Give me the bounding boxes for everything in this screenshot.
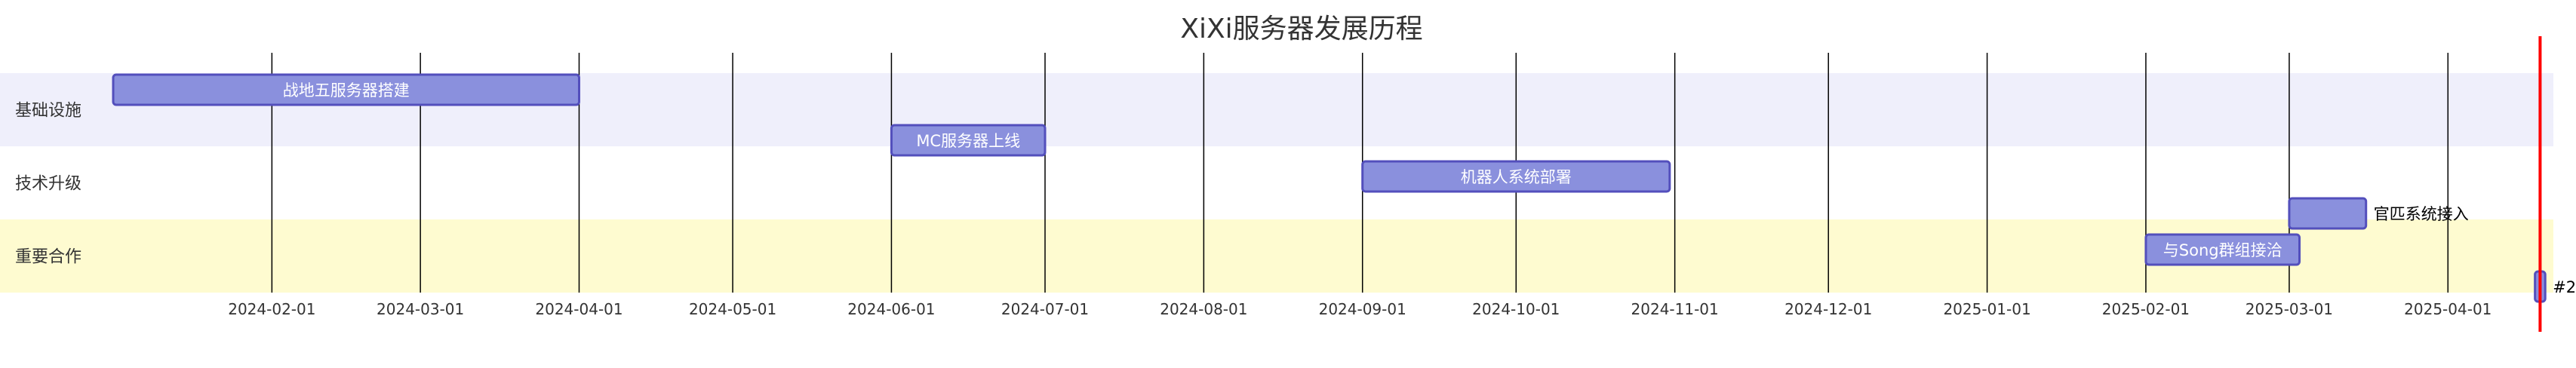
tick-label: 2025-02-01 — [2102, 300, 2190, 318]
section-band — [0, 219, 2553, 293]
tick-label: 2025-01-01 — [1943, 300, 2030, 318]
tick-label: 2024-08-01 — [1160, 300, 1247, 318]
task-bar — [112, 73, 580, 106]
task-label: 官匹系统接入 — [2374, 205, 2469, 223]
tick-label: 2025-04-01 — [2404, 300, 2491, 318]
task-label: MC服务器上线 — [916, 132, 1020, 150]
section-label: 基础设施 — [15, 102, 81, 121]
tick-label: 2024-02-01 — [228, 300, 315, 318]
task-bar — [1361, 160, 1671, 193]
task-label: #2服务器移交 — [2553, 278, 2576, 296]
tick-label: 2024-06-01 — [847, 300, 935, 318]
task-bar — [2288, 197, 2368, 230]
task-bar — [2144, 233, 2301, 266]
tick-label: 2024-04-01 — [535, 300, 622, 318]
tick-label: 2024-11-01 — [1631, 300, 1719, 318]
section-label: 重要合作 — [15, 248, 81, 267]
tick-label: 2024-10-01 — [1472, 300, 1560, 318]
task-label: 与Song群组接洽 — [2163, 241, 2282, 259]
tick-label: 2024-03-01 — [377, 300, 464, 318]
tick-label: 2024-12-01 — [1784, 300, 1872, 318]
task-label: 机器人系统部署 — [1461, 168, 1572, 186]
section-band — [0, 146, 2553, 219]
x-axis-ticks: 2024-02-01 2024-03-01 2024-04-01 2024-05-01… — [228, 300, 2491, 318]
task-label: 战地五服务器搭建 — [283, 81, 410, 100]
chart-title: XiXi服务器发展历程 — [1180, 14, 1422, 44]
tick-label: 2024-09-01 — [1319, 300, 1406, 318]
tick-label: 2024-07-01 — [1001, 300, 1089, 318]
section-label: 技术升级 — [15, 175, 81, 194]
tick-label: 2025-03-01 — [2246, 300, 2333, 318]
tick-label: 2024-05-01 — [689, 300, 776, 318]
task-bar — [890, 124, 1047, 157]
